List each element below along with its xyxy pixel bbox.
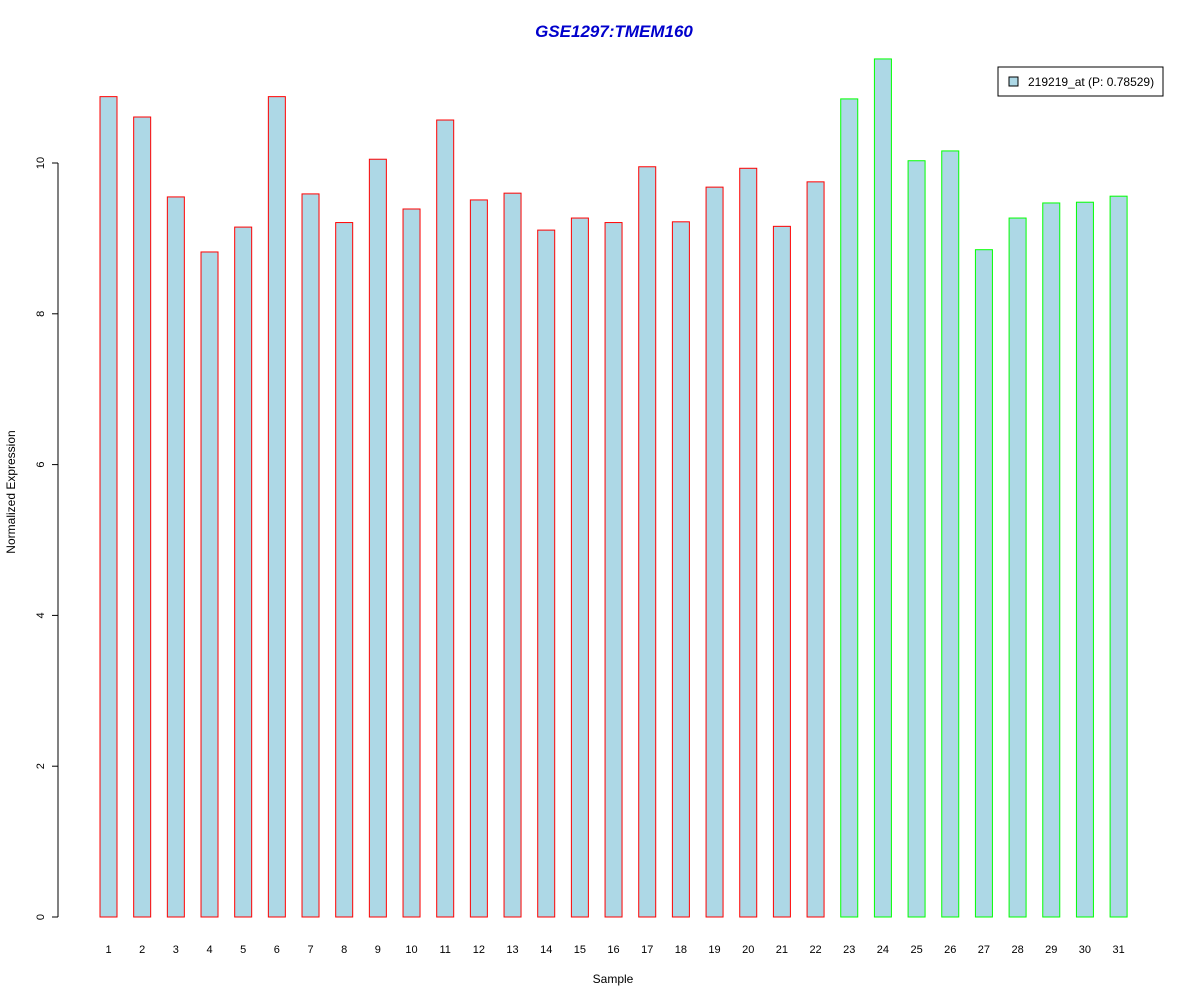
x-tick-label: 25 bbox=[910, 944, 922, 956]
bar-sample-27 bbox=[974, 249, 993, 918]
x-tick-label: 12 bbox=[473, 944, 485, 956]
x-tick-label: 6 bbox=[274, 944, 280, 956]
x-tick-label: 9 bbox=[375, 944, 381, 956]
x-tick-label: 22 bbox=[809, 944, 821, 956]
x-tick-label: 21 bbox=[776, 944, 788, 956]
bar-sample-17 bbox=[638, 166, 657, 918]
bar-sample-26 bbox=[941, 150, 960, 918]
x-tick-label: 4 bbox=[206, 944, 212, 956]
bar-sample-28 bbox=[1008, 217, 1027, 918]
x-tick-label: 15 bbox=[574, 944, 586, 956]
bar-sample-31 bbox=[1109, 195, 1128, 918]
y-axis-label: Normalized Expression bbox=[4, 430, 18, 553]
bar-sample-16 bbox=[604, 222, 623, 918]
bar-sample-14 bbox=[537, 229, 556, 918]
bar-sample-4 bbox=[200, 251, 219, 918]
x-tick-label: 20 bbox=[742, 944, 754, 956]
legend-box bbox=[997, 66, 1164, 97]
legend-swatch bbox=[1008, 76, 1019, 87]
x-tick-label: 11 bbox=[439, 944, 450, 956]
x-tick-label: 16 bbox=[607, 944, 619, 956]
x-tick-label: 3 bbox=[173, 944, 179, 956]
x-tick-labels: 1 2 3 4 5 6 7 8 9 10 11 12 13 14 15 16 17 18 19 20 21 22 23 24 2… bbox=[105, 944, 1124, 956]
bar-sample-15 bbox=[570, 217, 589, 918]
legend: 219219_at (P: 0.78529) bbox=[997, 66, 1164, 97]
bar-sample-9 bbox=[368, 158, 387, 918]
bar-sample-25 bbox=[907, 160, 926, 918]
bar-sample-29 bbox=[1042, 202, 1061, 918]
bar-sample-5 bbox=[234, 226, 253, 918]
bar-sample-11 bbox=[436, 119, 455, 918]
bar-sample-24 bbox=[873, 58, 892, 918]
x-tick-label: 10 bbox=[405, 944, 417, 956]
y-tick-label: 0 bbox=[35, 914, 47, 920]
y-tick-label: 10 bbox=[35, 157, 47, 169]
y-axis: 0 2 4 6 8 10 bbox=[35, 157, 59, 920]
x-tick-label: 19 bbox=[708, 944, 720, 956]
x-tick-label: 2 bbox=[139, 944, 145, 956]
x-tick-label: 1 bbox=[105, 944, 111, 956]
x-tick-label: 13 bbox=[506, 944, 518, 956]
x-tick-label: 7 bbox=[307, 944, 313, 956]
y-tick-label: 2 bbox=[35, 763, 47, 769]
x-tick-label: 5 bbox=[240, 944, 246, 956]
bar-sample-10 bbox=[402, 208, 421, 918]
bar-sample-8 bbox=[335, 222, 354, 918]
legend-entry: 219219_at (P: 0.78529) bbox=[1028, 75, 1154, 89]
x-tick-label: 24 bbox=[877, 944, 889, 956]
bar-sample-19 bbox=[705, 186, 724, 918]
y-tick-label: 4 bbox=[35, 612, 47, 618]
bar-sample-30 bbox=[1075, 201, 1094, 918]
bar-sample-2 bbox=[133, 116, 152, 918]
x-axis-label: Sample bbox=[593, 972, 634, 986]
bars-group bbox=[99, 58, 1128, 918]
bar-sample-6 bbox=[267, 96, 286, 918]
x-tick-label: 17 bbox=[641, 944, 653, 956]
x-tick-label: 26 bbox=[944, 944, 956, 956]
bar-sample-22 bbox=[806, 181, 825, 918]
x-tick-label: 28 bbox=[1011, 944, 1023, 956]
bar-sample-21 bbox=[772, 225, 791, 918]
x-tick-label: 31 bbox=[1112, 944, 1124, 956]
bar-sample-20 bbox=[739, 167, 758, 918]
x-tick-label: 27 bbox=[978, 944, 990, 956]
chart-title: GSE1297:TMEM160 bbox=[535, 22, 693, 41]
bar-sample-23 bbox=[840, 98, 859, 918]
bar-sample-3 bbox=[166, 196, 185, 918]
x-tick-label: 29 bbox=[1045, 944, 1057, 956]
bar-sample-1 bbox=[99, 96, 118, 918]
bar-sample-7 bbox=[301, 193, 320, 918]
x-tick-label: 23 bbox=[843, 944, 855, 956]
x-tick-label: 8 bbox=[341, 944, 347, 956]
bar-sample-18 bbox=[671, 221, 690, 918]
bar-sample-13 bbox=[503, 192, 522, 918]
bar-sample-12 bbox=[469, 199, 488, 918]
y-tick-label: 6 bbox=[35, 462, 47, 468]
x-tick-label: 30 bbox=[1079, 944, 1091, 956]
x-tick-label: 14 bbox=[540, 944, 552, 956]
y-tick-label: 8 bbox=[35, 311, 47, 317]
x-tick-label: 18 bbox=[675, 944, 687, 956]
